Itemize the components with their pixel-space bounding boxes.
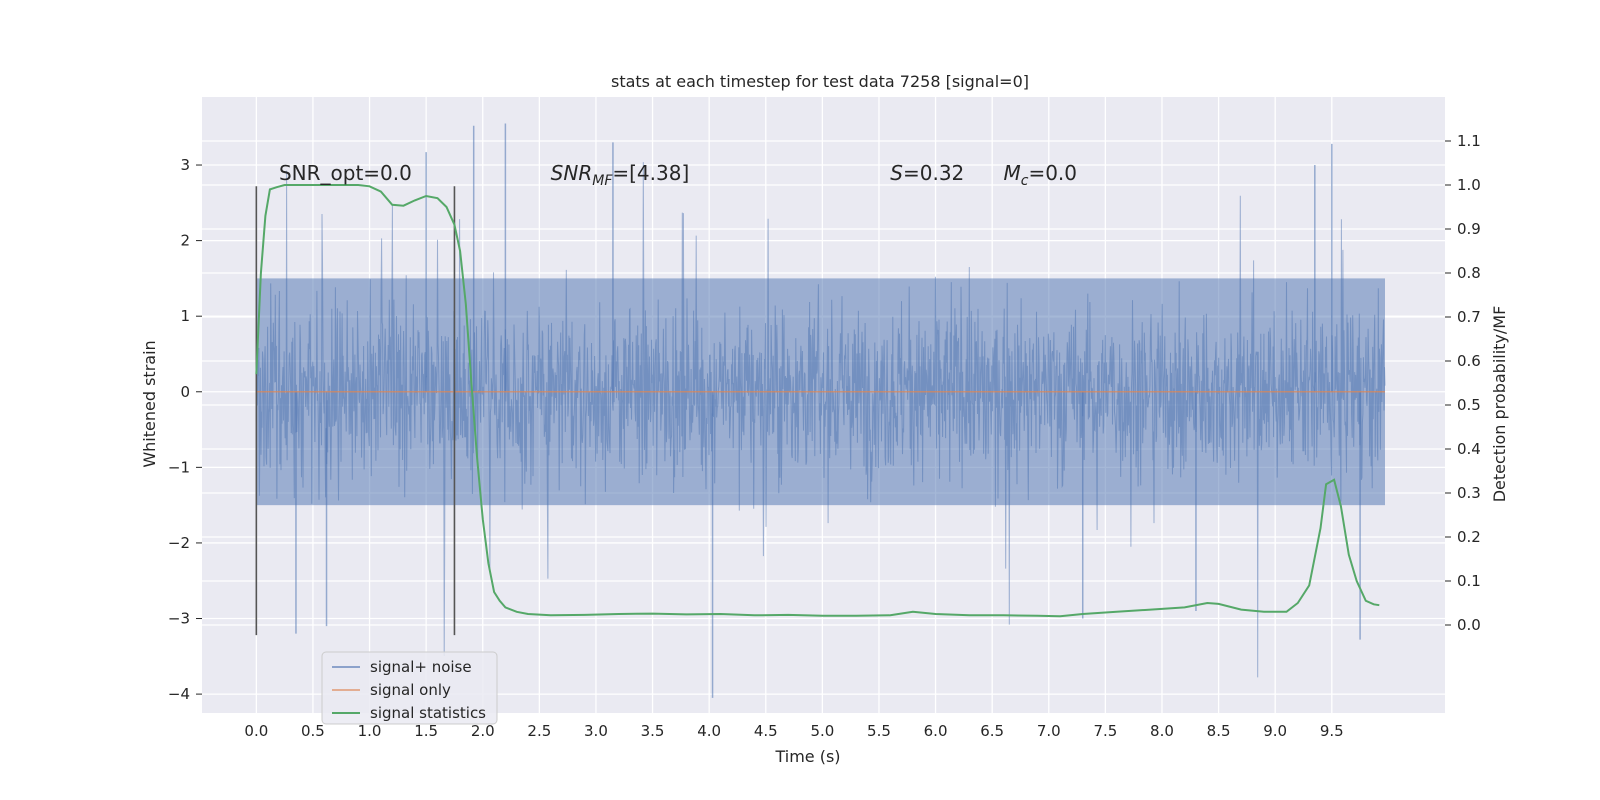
x-tick-label: 3.0 xyxy=(584,722,608,740)
y2-axis-ticks: 1.1 1.0 0.9 0.8 0.7 0.6 0.5 0.4 0.3 0.2 0.1 0.0 xyxy=(1445,132,1481,634)
chart-title: stats at each timestep for test data 725… xyxy=(611,72,1029,91)
x-tick-label: 9.5 xyxy=(1320,722,1344,740)
y-tick-label: −3 xyxy=(168,610,190,628)
x-tick-label: 2.5 xyxy=(527,722,551,740)
x-axis-label: Time (s) xyxy=(774,747,840,766)
x-tick-label: 7.5 xyxy=(1093,722,1117,740)
y2-axis-label: Detection probability/MF xyxy=(1490,306,1509,503)
x-tick-label: 4.0 xyxy=(697,722,721,740)
x-tick-label: 1.5 xyxy=(414,722,438,740)
annotation: SNRMF=[4.38] xyxy=(551,161,690,189)
y-tick-label: −1 xyxy=(168,458,190,476)
x-tick-label: 4.5 xyxy=(754,722,778,740)
y2-tick-label: 0.6 xyxy=(1457,352,1481,370)
x-tick-label: 5.0 xyxy=(810,722,834,740)
x-tick-label: 1.0 xyxy=(358,722,382,740)
y-tick-label: 2 xyxy=(180,232,190,250)
y2-tick-label: 0.0 xyxy=(1457,616,1481,634)
noise-line xyxy=(255,162,1386,678)
annotation: Mc=0.0 xyxy=(1003,161,1077,189)
x-tick-label: 6.5 xyxy=(980,722,1004,740)
y-tick-label: 1 xyxy=(180,307,190,325)
y2-tick-label: 0.9 xyxy=(1457,220,1481,238)
x-tick-label: 8.5 xyxy=(1207,722,1231,740)
y-tick-label: 0 xyxy=(180,383,190,401)
legend: signal+ noise signal only signal statistic… xyxy=(321,651,498,725)
x-tick-label: 2.0 xyxy=(471,722,495,740)
x-tick-label: 6.0 xyxy=(924,722,948,740)
legend-label: signal+ noise xyxy=(370,658,472,676)
x-tick-label: 8.0 xyxy=(1150,722,1174,740)
x-tick-label: 0.0 xyxy=(244,722,268,740)
y-tick-label: −4 xyxy=(168,685,190,703)
annotations: SNR_opt=0.0 SNRMF=[4.38] S=0.32 Mc=0.0 xyxy=(279,161,1077,189)
y-tick-label: −2 xyxy=(168,534,190,552)
x-tick-label: 5.5 xyxy=(867,722,891,740)
y2-tick-label: 1.1 xyxy=(1457,132,1481,150)
y2-tick-label: 0.5 xyxy=(1457,396,1481,414)
y2-tick-label: 0.3 xyxy=(1457,484,1481,502)
y2-tick-label: 0.1 xyxy=(1457,572,1481,590)
x-tick-label: 7.0 xyxy=(1037,722,1061,740)
y-axis-ticks: 3 2 1 0 −1 −2 −3 −4 xyxy=(168,156,202,703)
legend-label: signal statistics xyxy=(370,704,486,722)
annotation: SNR_opt=0.0 xyxy=(279,161,412,185)
annotation: S=0.32 xyxy=(890,161,964,185)
legend-label: signal only xyxy=(370,681,451,699)
y2-tick-label: 0.8 xyxy=(1457,264,1481,282)
x-axis-ticks: 0.0 0.5 1.0 1.5 2.0 2.5 3.0 3.5 4.0 4.5 5.0 5.5 6.0 6… xyxy=(244,722,1343,740)
y-axis-label: Whitened strain xyxy=(140,340,159,467)
y2-tick-label: 0.2 xyxy=(1457,528,1481,546)
vertical-markers xyxy=(255,186,456,636)
x-tick-label: 9.0 xyxy=(1263,722,1287,740)
y-tick-label: 3 xyxy=(180,156,190,174)
y2-tick-label: 0.7 xyxy=(1457,308,1481,326)
y2-tick-label: 0.4 xyxy=(1457,440,1481,458)
legend-box xyxy=(321,651,498,725)
x-tick-label: 0.5 xyxy=(301,722,325,740)
series-signal-statistics xyxy=(255,184,1380,618)
x-tick-label: 3.5 xyxy=(641,722,665,740)
signal-statistics-line xyxy=(255,184,1380,618)
y2-tick-label: 1.0 xyxy=(1457,176,1481,194)
